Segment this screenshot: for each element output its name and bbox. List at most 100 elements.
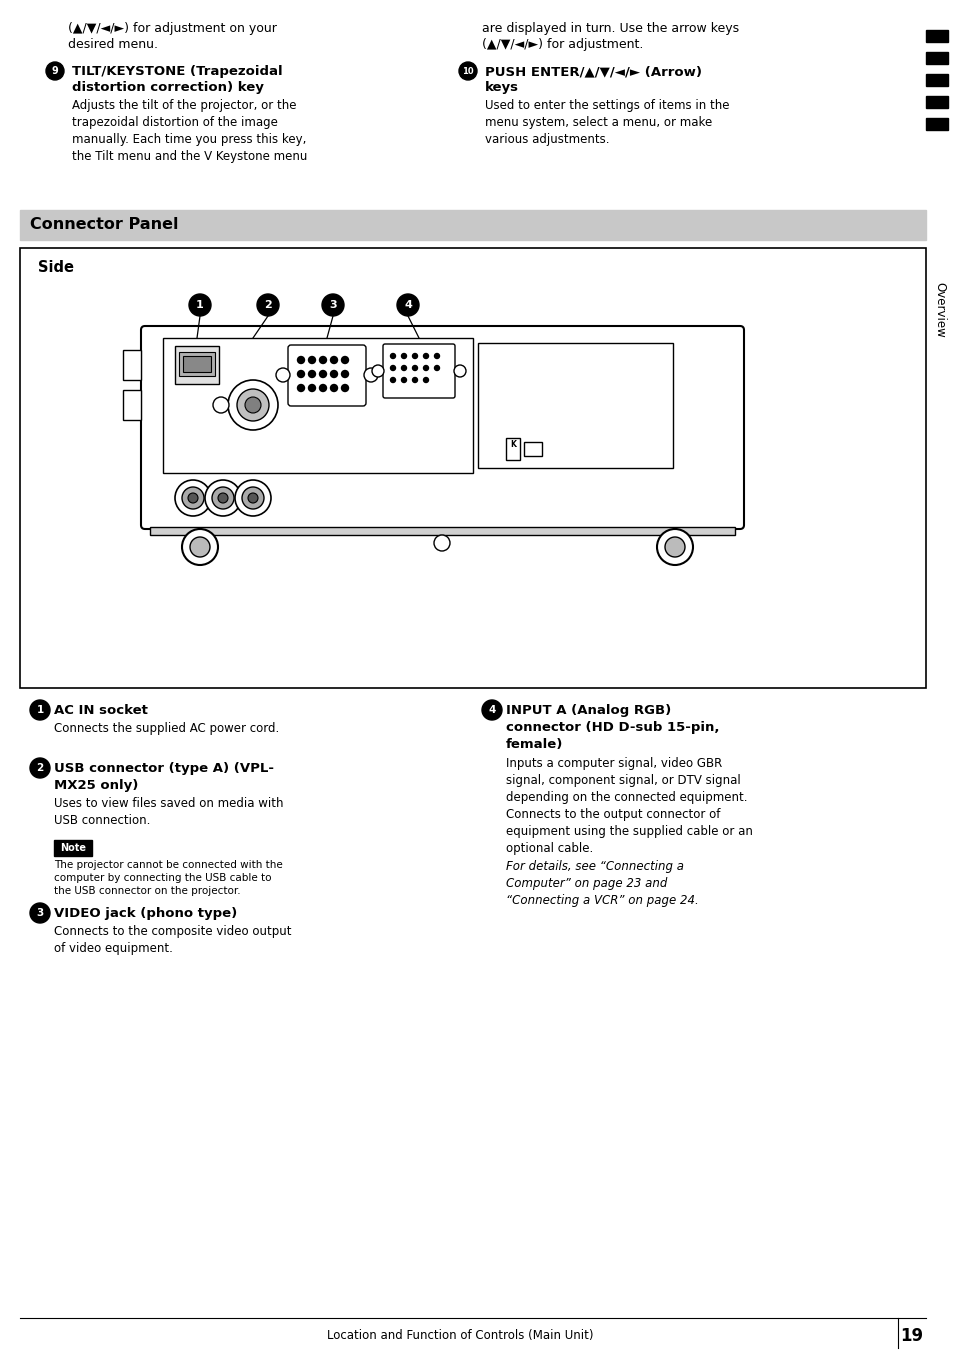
Text: Location and Function of Controls (Main Unit): Location and Function of Controls (Main …	[327, 1329, 593, 1343]
Bar	[925, 74, 947, 87]
FancyBboxPatch shape	[288, 345, 366, 406]
Circle shape	[248, 493, 257, 503]
Bar	[477, 343, 672, 468]
Circle shape	[396, 293, 418, 316]
Text: Used to enter the settings of items in the
menu system, select a menu, or make
v: Used to enter the settings of items in t…	[484, 99, 729, 146]
Circle shape	[174, 480, 211, 516]
Circle shape	[412, 353, 417, 358]
Text: Uses to view files saved on media with
USB connection.: Uses to view files saved on media with U…	[54, 796, 283, 827]
Text: INPUT A (Analog RGB): INPUT A (Analog RGB)	[505, 704, 671, 717]
Text: 9: 9	[51, 66, 58, 76]
Circle shape	[330, 370, 337, 377]
Bar	[179, 352, 214, 376]
Circle shape	[189, 293, 211, 316]
Text: For details, see “Connecting a
Computer” on page 23 and
“Connecting a VCR” on pa: For details, see “Connecting a Computer”…	[505, 860, 698, 907]
Text: Overview: Overview	[933, 283, 945, 338]
Circle shape	[308, 370, 315, 377]
Text: 10: 10	[461, 66, 474, 76]
Circle shape	[322, 293, 344, 316]
Circle shape	[390, 365, 395, 370]
Text: USB connector (type A) (VPL-: USB connector (type A) (VPL-	[54, 763, 274, 775]
Circle shape	[330, 384, 337, 392]
Circle shape	[182, 529, 218, 565]
Bar	[523, 442, 541, 456]
Circle shape	[242, 487, 264, 508]
Circle shape	[454, 365, 465, 377]
Text: 1: 1	[36, 704, 44, 715]
Circle shape	[30, 758, 50, 777]
Text: TILT/KEYSTONE (Trapezoidal: TILT/KEYSTONE (Trapezoidal	[71, 65, 282, 78]
Circle shape	[434, 353, 439, 358]
Circle shape	[364, 368, 377, 383]
Circle shape	[330, 357, 337, 364]
Circle shape	[423, 353, 428, 358]
Circle shape	[390, 377, 395, 383]
Text: PUSH ENTER/▲/▼/◄/► (Arrow): PUSH ENTER/▲/▼/◄/► (Arrow)	[484, 65, 701, 78]
Bar	[163, 338, 473, 473]
Circle shape	[401, 353, 406, 358]
Text: The projector cannot be connected with the
computer by connecting the USB cable : The projector cannot be connected with t…	[54, 860, 282, 896]
Bar	[54, 840, 91, 856]
Text: Note: Note	[60, 844, 86, 853]
Circle shape	[341, 357, 348, 364]
Bar	[20, 210, 925, 241]
Circle shape	[234, 480, 271, 516]
Circle shape	[30, 903, 50, 923]
Circle shape	[401, 377, 406, 383]
Bar	[123, 350, 141, 380]
Text: K: K	[510, 439, 516, 449]
Circle shape	[434, 365, 439, 370]
Text: are displayed in turn. Use the arrow keys: are displayed in turn. Use the arrow key…	[481, 22, 739, 35]
Text: female): female)	[505, 738, 563, 750]
Text: connector (HD D-sub 15-pin,: connector (HD D-sub 15-pin,	[505, 721, 719, 734]
FancyBboxPatch shape	[382, 343, 455, 397]
Circle shape	[319, 357, 326, 364]
Circle shape	[657, 529, 692, 565]
Text: (▲/▼/◄/►) for adjustment on your: (▲/▼/◄/►) for adjustment on your	[68, 22, 276, 35]
Circle shape	[308, 384, 315, 392]
Text: (▲/▼/◄/►) for adjustment.: (▲/▼/◄/►) for adjustment.	[481, 38, 642, 51]
Circle shape	[182, 487, 204, 508]
Circle shape	[412, 365, 417, 370]
Bar	[20, 247, 925, 688]
Circle shape	[481, 700, 501, 721]
Circle shape	[205, 480, 241, 516]
Text: 19: 19	[900, 1328, 923, 1345]
Text: Adjusts the tilt of the projector, or the
trapezoidal distortion of the image
ma: Adjusts the tilt of the projector, or th…	[71, 99, 307, 164]
Circle shape	[423, 365, 428, 370]
Circle shape	[390, 353, 395, 358]
FancyBboxPatch shape	[141, 326, 743, 529]
Bar	[174, 346, 219, 384]
Circle shape	[236, 389, 269, 420]
Circle shape	[245, 397, 261, 412]
Text: Inputs a computer signal, video GBR
signal, component signal, or DTV signal
depe: Inputs a computer signal, video GBR sign…	[505, 757, 752, 854]
Circle shape	[341, 384, 348, 392]
Text: 3: 3	[36, 909, 44, 918]
Circle shape	[434, 535, 450, 552]
Circle shape	[228, 380, 277, 430]
Circle shape	[213, 397, 229, 412]
Circle shape	[30, 700, 50, 721]
Text: Connector Panel: Connector Panel	[30, 218, 178, 233]
Circle shape	[297, 384, 304, 392]
Circle shape	[664, 537, 684, 557]
Text: desired menu.: desired menu.	[68, 38, 158, 51]
Bar	[925, 30, 947, 42]
Bar	[925, 96, 947, 108]
Text: VIDEO jack (phono type): VIDEO jack (phono type)	[54, 907, 237, 919]
Text: 2: 2	[36, 763, 44, 773]
Circle shape	[256, 293, 278, 316]
Bar	[150, 527, 734, 535]
Text: 4: 4	[488, 704, 496, 715]
Text: 3: 3	[329, 300, 336, 310]
Circle shape	[212, 487, 233, 508]
Circle shape	[190, 537, 210, 557]
Text: 1: 1	[196, 300, 204, 310]
Circle shape	[372, 365, 384, 377]
Bar	[505, 438, 519, 460]
Text: Connects to the composite video output
of video equipment.: Connects to the composite video output o…	[54, 925, 292, 955]
Text: Side: Side	[38, 260, 74, 274]
Circle shape	[319, 370, 326, 377]
Text: keys: keys	[484, 81, 518, 95]
Circle shape	[458, 62, 476, 80]
